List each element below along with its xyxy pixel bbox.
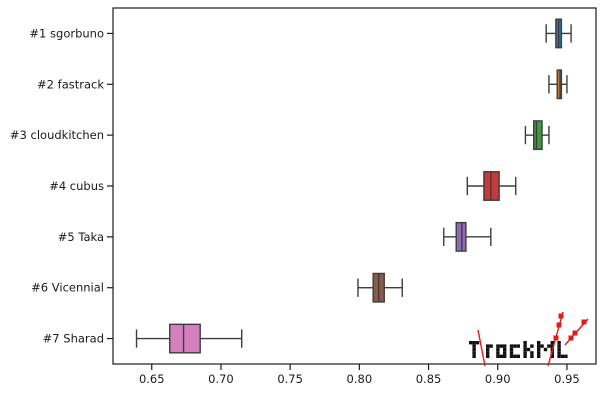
y-tick-label: #2 fastrack bbox=[37, 77, 104, 91]
plot-area bbox=[135, 18, 572, 354]
logo-pixel bbox=[472, 347, 476, 352]
logo-pixel bbox=[523, 344, 527, 348]
logo-pixel bbox=[537, 351, 541, 355]
trackml-logo bbox=[469, 311, 589, 367]
axes-frame bbox=[112, 7, 597, 365]
box-iqr bbox=[533, 120, 543, 151]
logo-pixel bbox=[526, 347, 531, 352]
logo-pixel bbox=[503, 354, 507, 358]
logo-pixel bbox=[496, 344, 500, 348]
logo-pixel bbox=[503, 344, 507, 348]
logo-pixel bbox=[537, 344, 541, 348]
logo-pixel bbox=[496, 351, 500, 355]
box-group bbox=[135, 323, 243, 354]
y-tick-label: #6 Vicennial bbox=[31, 281, 104, 295]
logo-hit bbox=[581, 319, 587, 325]
box-group bbox=[545, 18, 572, 49]
logo-pixel bbox=[489, 344, 493, 348]
logo-track bbox=[477, 329, 486, 367]
logo-pixel bbox=[516, 344, 520, 348]
x-tick-label: 0.90 bbox=[485, 372, 511, 386]
logo-pixel bbox=[499, 354, 503, 358]
y-tick-label: #4 cubus bbox=[49, 179, 104, 193]
logo-pixel bbox=[530, 344, 534, 348]
y-tick-label: #1 sgorbuno bbox=[29, 26, 104, 40]
logo-pixel bbox=[537, 354, 541, 358]
logo-pixel bbox=[496, 354, 500, 358]
logo-pixel bbox=[560, 354, 565, 358]
y-tick-label: #3 cloudkitchen bbox=[10, 128, 104, 142]
box-group bbox=[548, 69, 568, 100]
x-tick-label: 0.65 bbox=[139, 372, 165, 386]
logo-pixel bbox=[537, 341, 541, 345]
logo-pixel bbox=[472, 354, 476, 358]
logo-pixel bbox=[509, 347, 514, 352]
logo-pixel bbox=[472, 341, 476, 345]
logo-pixel bbox=[530, 354, 534, 358]
logo-pixel bbox=[523, 347, 527, 352]
x-tick-label: 0.85 bbox=[416, 372, 442, 386]
logo-hit bbox=[568, 335, 574, 341]
logo-pixel bbox=[523, 341, 527, 345]
logo-pixel bbox=[496, 347, 500, 352]
logo-pixel bbox=[557, 341, 561, 345]
logo-pixel bbox=[509, 351, 514, 355]
logo-pixel bbox=[564, 354, 568, 358]
logo-pixel bbox=[499, 344, 503, 348]
logo-pixel bbox=[469, 341, 473, 345]
box-group bbox=[357, 272, 403, 303]
x-tick-label: 0.75 bbox=[277, 372, 303, 386]
logo-pixel bbox=[513, 344, 517, 348]
logo-pixel bbox=[550, 341, 554, 345]
logo-pixel bbox=[540, 344, 544, 348]
x-tick-label: 0.80 bbox=[347, 372, 373, 386]
x-tick-label: 0.70 bbox=[208, 372, 234, 386]
logo-pixel bbox=[475, 341, 480, 345]
logo-pixel bbox=[509, 354, 514, 358]
logo-pixel bbox=[472, 344, 476, 348]
y-tick-label: #7 Sharad bbox=[43, 332, 104, 346]
logo-pixel bbox=[557, 351, 561, 355]
logo-pixel bbox=[509, 344, 514, 348]
logo-pixel bbox=[550, 354, 554, 358]
box-group bbox=[524, 120, 550, 151]
logo-pixel bbox=[557, 347, 561, 352]
logo-pixel bbox=[516, 354, 520, 358]
logo-pixel bbox=[557, 354, 561, 358]
logo-pixel bbox=[550, 344, 554, 348]
logo-pixel bbox=[523, 351, 527, 355]
y-tick-label: #5 Taka bbox=[58, 230, 104, 244]
logo-pixel bbox=[537, 347, 541, 352]
logo-pixel bbox=[543, 347, 548, 352]
box-group bbox=[466, 171, 517, 201]
box-iqr bbox=[169, 323, 201, 354]
logo-pixel bbox=[486, 354, 490, 358]
logo-pixel bbox=[530, 351, 534, 355]
logo-hit bbox=[556, 322, 562, 328]
logo-pixel bbox=[547, 344, 551, 348]
logo-pixel bbox=[523, 354, 527, 358]
logo-pixel bbox=[486, 351, 490, 355]
logo-pixel bbox=[486, 344, 490, 348]
logo-pixel bbox=[472, 351, 476, 355]
logo-pixel bbox=[503, 351, 507, 355]
logo-pixel bbox=[557, 344, 561, 348]
logo-pixel bbox=[513, 354, 517, 358]
logo-pixel bbox=[486, 347, 490, 352]
trackml-logo-mark bbox=[469, 311, 589, 367]
logo-hit bbox=[558, 313, 564, 319]
axes: 0.65 0.70 0.75 0.80 0.85 0.90 0.95 #1 sgorbuno #… bbox=[10, 7, 597, 386]
logo-hit bbox=[553, 335, 559, 341]
logo-pixel bbox=[503, 347, 507, 352]
box-group bbox=[443, 221, 492, 252]
x-tick-label: 0.95 bbox=[554, 372, 580, 386]
logo-hit bbox=[572, 330, 578, 336]
